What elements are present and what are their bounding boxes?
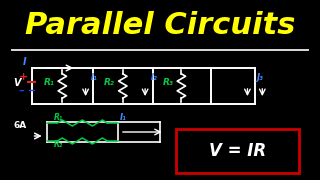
Text: +: + [19,72,28,82]
Text: R₁: R₁ [44,78,55,87]
Text: –: – [19,86,24,96]
Text: R₃: R₃ [163,78,174,87]
Text: I: I [22,57,26,67]
Text: I₁: I₁ [91,73,98,82]
FancyBboxPatch shape [176,129,299,173]
Text: J₃: J₃ [257,73,263,82]
Text: V = IR: V = IR [209,142,266,160]
Text: I₂: I₂ [151,73,157,82]
Text: 6A: 6A [13,121,26,130]
Text: I₁: I₁ [120,113,127,122]
Text: Parallel Circuits: Parallel Circuits [25,10,295,39]
Text: R₂: R₂ [104,78,115,87]
Text: V: V [13,78,20,88]
Text: R₂: R₂ [54,140,63,149]
Text: R₁: R₁ [54,113,63,122]
